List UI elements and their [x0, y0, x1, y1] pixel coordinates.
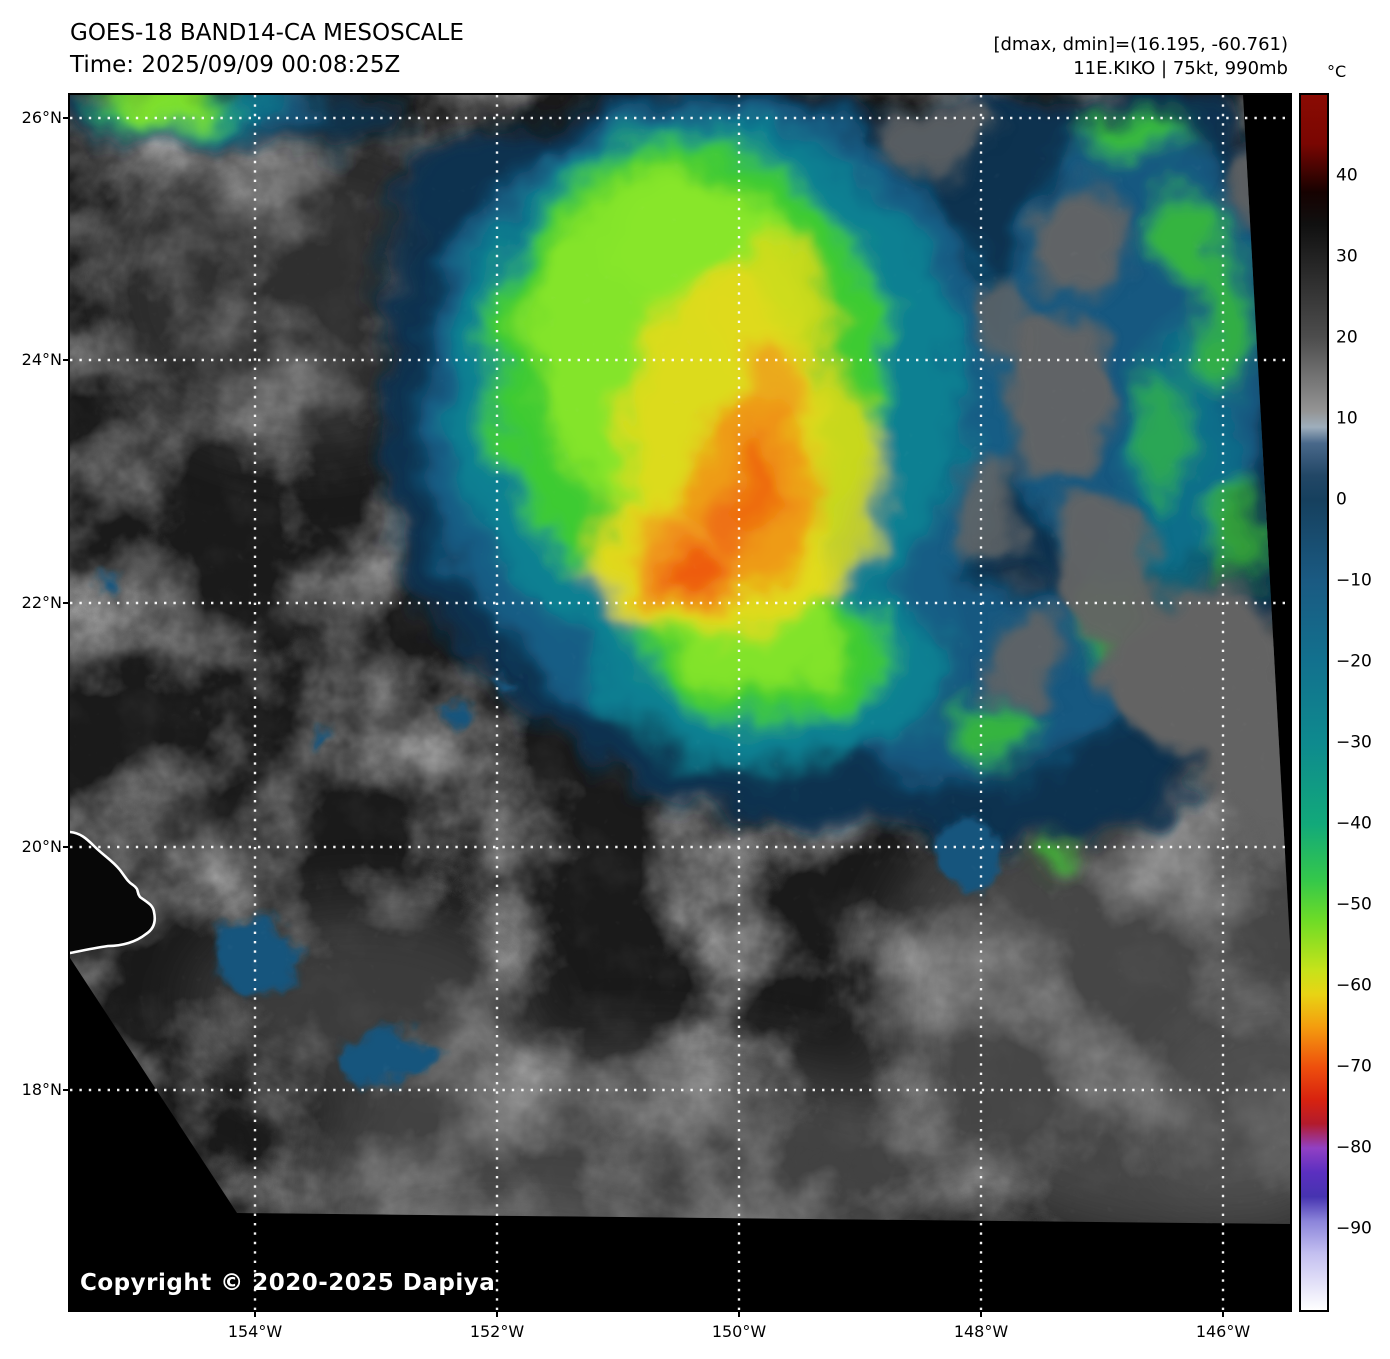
colorbar-tick-label: 30	[1336, 246, 1358, 267]
latitude-tick	[63, 846, 70, 848]
colorbar-tick-label: −70	[1336, 1056, 1372, 1077]
colorbar-tick-label: 20	[1336, 327, 1358, 348]
gridlines	[70, 95, 1290, 1310]
colorbar-tick-label: −40	[1336, 813, 1372, 834]
hawaii-land	[70, 832, 155, 953]
longitude-label: 146°W	[1195, 1322, 1251, 1341]
colorbar-unit-label: °C	[1327, 62, 1347, 81]
satellite-map: Copyright © 2020-2025 Dapiya	[70, 95, 1290, 1310]
hawaii-coastline	[70, 830, 157, 955]
colorbar-tick-label: −30	[1336, 732, 1372, 753]
longitude-tick	[496, 1310, 498, 1317]
longitude-label: 150°W	[711, 1322, 767, 1341]
page-title: GOES-18 BAND14-CA MESOSCALE	[70, 20, 464, 46]
colorbar-tick-label: 10	[1336, 408, 1358, 429]
longitude-tick	[1222, 1310, 1224, 1317]
longitude-tick	[254, 1310, 256, 1317]
latitude-label: 20°N	[21, 837, 62, 857]
longitude-tick	[738, 1310, 740, 1317]
storm-info-label: 11E.KIKO | 75kt, 990mb	[1073, 58, 1288, 79]
copyright-label: Copyright © 2020-2025 Dapiya	[80, 1270, 496, 1296]
latitude-label: 18°N	[21, 1080, 62, 1100]
colorbar-tick-label: −90	[1336, 1218, 1372, 1239]
latitude-tick	[63, 602, 70, 604]
latitude-tick	[63, 117, 70, 119]
dmax-dmin-label: [dmax, dmin]=(16.195, -60.761)	[993, 34, 1288, 55]
latitude-label: 22°N	[21, 593, 62, 613]
colorbar-tick-label: −10	[1336, 570, 1372, 591]
longitude-label: 148°W	[953, 1322, 1009, 1341]
latitude-tick	[63, 359, 70, 361]
colorbar-tick-label: −80	[1336, 1137, 1372, 1158]
latitude-label: 26°N	[21, 108, 62, 128]
longitude-label: 152°W	[469, 1322, 525, 1341]
colorbar	[1301, 95, 1327, 1310]
longitude-label: 154°W	[227, 1322, 283, 1341]
satellite-image	[70, 95, 1290, 1310]
colorbar-tick-label: −20	[1336, 651, 1372, 672]
colorbar-tick-label: 0	[1336, 489, 1347, 510]
grain-texture	[70, 95, 1290, 1224]
longitude-tick	[980, 1310, 982, 1317]
colorbar-tick-label: −50	[1336, 894, 1372, 915]
timestamp-label: Time: 2025/09/09 00:08:25Z	[70, 52, 401, 78]
colorbar-tick-label: 40	[1336, 165, 1358, 186]
latitude-label: 24°N	[21, 350, 62, 370]
colorbar-tick-label: −60	[1336, 975, 1372, 996]
latitude-tick	[63, 1089, 70, 1091]
